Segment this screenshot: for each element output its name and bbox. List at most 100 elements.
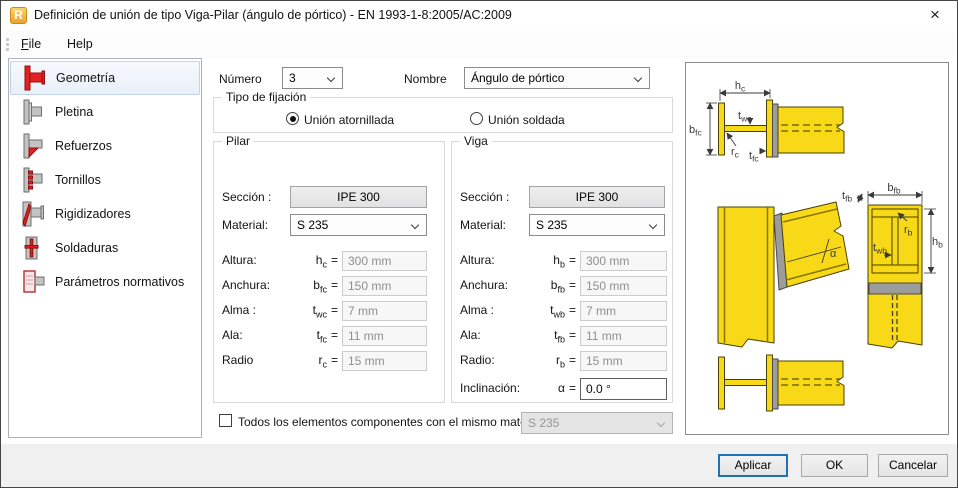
- diagram-top-assembly: hc bfc twc rc tfc: [689, 80, 845, 164]
- menu-file[interactable]: File: [21, 37, 42, 51]
- app-icon: R: [10, 7, 27, 24]
- sidebar-item-refuerzos[interactable]: Refuerzos: [10, 129, 200, 163]
- stiffener-icon: [22, 201, 44, 227]
- field-label: Inclinación:: [460, 381, 521, 395]
- joint-diagram: hc bfc twc rc tfc: [689, 80, 943, 412]
- field-symbol: hb =: [553, 253, 576, 270]
- dim-bfc-label: bfc: [689, 124, 702, 138]
- viga-group: Viga Sección : IPE 300 Material: S 235 A…: [451, 134, 673, 403]
- viga-altura-input: [580, 251, 667, 271]
- field-symbol: rb =: [555, 353, 576, 370]
- fixing-type-title: Tipo de fijación: [222, 90, 311, 104]
- field-symbol: twb =: [550, 303, 576, 320]
- radio-union-soldada[interactable]: [470, 112, 483, 125]
- viga-radio-input: [580, 351, 667, 371]
- radio-union-soldada-label[interactable]: Unión soldada: [488, 113, 565, 127]
- material-label: Material:: [460, 218, 507, 232]
- sidebar-item-label: Refuerzos: [55, 139, 112, 153]
- seccion-label: Sección :: [222, 190, 272, 204]
- field-symbol: α =: [558, 381, 576, 395]
- field-label: Radio:: [460, 353, 495, 367]
- material-label: Material:: [222, 218, 269, 232]
- viga-alma-input: [580, 301, 667, 321]
- field-label: Alma :: [460, 303, 495, 317]
- sidebar-item-soldaduras[interactable]: Soldaduras: [10, 231, 200, 265]
- pilar-radio-input: [342, 351, 427, 371]
- sidebar-item-label: Soldaduras: [55, 241, 119, 255]
- viga-section-button[interactable]: IPE 300: [529, 186, 665, 208]
- pilar-anchura-input: [342, 276, 427, 296]
- sidebar-item-tornillos[interactable]: Tornillos: [10, 163, 200, 197]
- numero-select[interactable]: 3: [282, 67, 343, 89]
- dim-tfc-label: tfc: [749, 150, 759, 164]
- field-symbol: hc =: [315, 253, 338, 270]
- title-bar: R Definición de unión de tipo Viga-Pilar…: [1, 1, 957, 31]
- dim-rb-label: rb: [904, 224, 913, 238]
- sidebar-item-label: Rigidizadores: [55, 207, 131, 221]
- pilar-section-button[interactable]: IPE 300: [290, 186, 427, 208]
- viga-radio-row: Radio: rb =: [452, 350, 672, 372]
- sidebar-item-label: Parámetros normativos: [55, 275, 185, 289]
- field-label: Anchura:: [222, 278, 271, 292]
- numero-label: Número: [219, 72, 262, 86]
- close-icon[interactable]: ×: [930, 5, 940, 24]
- field-label: Ala:: [222, 328, 243, 342]
- sidebar-item-parametros-normativos[interactable]: Parámetros normativos: [10, 265, 200, 299]
- field-label: Radio: [222, 353, 254, 367]
- viga-ala-input: [580, 326, 667, 346]
- diagram-section-view: bfb rb twb hb: [867, 182, 943, 349]
- dim-tfb-label: tfb: [842, 190, 852, 204]
- pilar-ala-row: Ala: tfc =: [214, 325, 444, 347]
- pilar-material-select[interactable]: S 235: [290, 214, 427, 236]
- pilar-anchura-row: Anchura: bfc =: [214, 275, 444, 297]
- menu-help[interactable]: Help: [67, 37, 93, 51]
- dim-bfb-label: bfb: [887, 182, 900, 196]
- viga-material-select[interactable]: S 235: [529, 214, 665, 236]
- nombre-label: Nombre: [404, 72, 447, 86]
- same-material-checkbox[interactable]: [219, 414, 232, 427]
- diagram-elevation-view: α tfb: [717, 190, 864, 348]
- dim-hc-label: hc: [735, 80, 746, 94]
- viga-inclinacion-row: Inclinación: α =: [452, 378, 672, 400]
- sidebar-item-geometria[interactable]: Geometría: [10, 61, 200, 95]
- ok-button[interactable]: OK: [801, 454, 868, 477]
- field-label: Altura:: [222, 253, 257, 267]
- field-label: Anchura:: [460, 278, 509, 292]
- code-parameters-icon: [23, 270, 45, 293]
- inclinacion-input[interactable]: [580, 378, 667, 400]
- dim-twc-label: twc: [738, 110, 752, 124]
- dim-rc-label: rc: [731, 146, 740, 160]
- dim-hb-label: hb: [932, 236, 943, 250]
- field-symbol: bfc =: [313, 278, 338, 295]
- menu-bar: File Help: [1, 31, 957, 58]
- sidebar-item-rigidizadores[interactable]: Rigidizadores: [10, 197, 200, 231]
- dim-alpha-label: α: [830, 248, 837, 260]
- field-symbol: rc =: [318, 353, 338, 370]
- aplicar-button[interactable]: Aplicar: [718, 454, 788, 477]
- field-label: Ala:: [460, 328, 481, 342]
- pilar-alma-row: Alma : twc =: [214, 300, 444, 322]
- fixing-type-group: Tipo de fijación: [213, 90, 673, 133]
- pilar-ala-input: [342, 326, 427, 346]
- viga-title: Viga: [460, 134, 492, 148]
- radio-union-atornillada[interactable]: [286, 112, 299, 125]
- nombre-select[interactable]: Ángulo de pórtico: [464, 67, 650, 89]
- cancelar-button[interactable]: Cancelar: [878, 454, 948, 477]
- pilar-alma-input: [342, 301, 427, 321]
- sidebar-item-pletina[interactable]: Pletina: [10, 95, 200, 129]
- pilar-radio-row: Radio rc =: [214, 350, 444, 372]
- viga-anchura-input: [580, 276, 667, 296]
- same-material-label[interactable]: Todos los elementos componentes con el m…: [238, 415, 547, 429]
- viga-alma-row: Alma : twb =: [452, 300, 672, 322]
- pilar-group: Pilar Sección : IPE 300 Material: S 235 …: [213, 134, 445, 403]
- field-symbol: tfb =: [554, 328, 576, 345]
- radio-union-atornillada-label[interactable]: Unión atornillada: [304, 113, 395, 127]
- field-label: Alma :: [222, 303, 257, 317]
- pilar-altura-row: Altura: hc =: [214, 250, 444, 272]
- pilar-altura-input: [342, 251, 427, 271]
- field-label: Altura:: [460, 253, 495, 267]
- viga-anchura-row: Anchura: bfb =: [452, 275, 672, 297]
- sidebar-item-label: Geometría: [56, 71, 116, 85]
- bolts-icon: [23, 167, 43, 193]
